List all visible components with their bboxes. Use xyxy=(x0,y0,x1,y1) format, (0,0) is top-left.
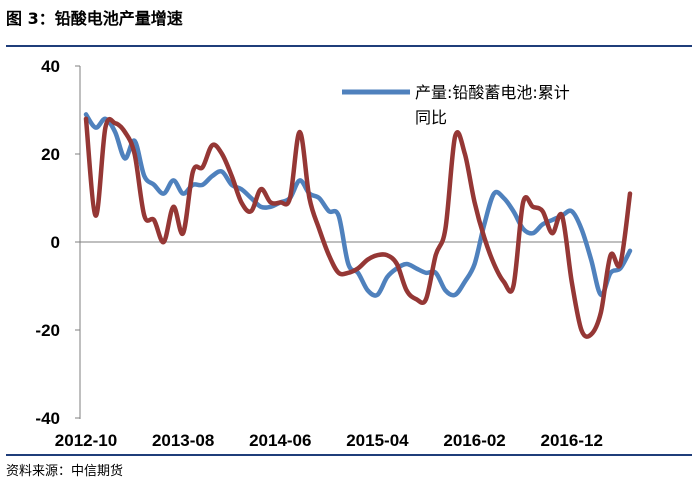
series-line-2 xyxy=(83,116,633,339)
x-tick-label: 2014-06 xyxy=(249,431,311,450)
legend: 产量:铅酸蓄电池:累计同比 xyxy=(342,83,570,127)
chart-title: 图 3：铅酸电池产量增速 xyxy=(6,9,183,28)
source-note: 资料来源：中信期货 xyxy=(6,464,124,479)
x-tick-group: 2012-10 2013-08 2014-06 2015-04 2016-02 2016-… xyxy=(55,431,603,450)
top-divider xyxy=(6,45,692,47)
x-tick-label: 2013-08 xyxy=(152,431,214,450)
series-group xyxy=(83,112,633,339)
y-tick-label: -40 xyxy=(35,409,60,428)
legend-label: 产量:铅酸蓄电池:累计同比 xyxy=(415,83,570,127)
y-tick-group: -40 -20 0 20 40 xyxy=(35,57,80,428)
x-tick-label: 2015-04 xyxy=(346,431,409,450)
x-tick-label: 2016-12 xyxy=(541,431,603,450)
bottom-divider xyxy=(6,454,692,456)
series-line-1 xyxy=(83,112,633,298)
y-tick-label: -20 xyxy=(35,321,60,340)
y-tick-label: 0 xyxy=(51,233,60,252)
x-tick-label: 2012-10 xyxy=(55,431,117,450)
y-tick-label: 40 xyxy=(41,57,60,76)
x-tick-label: 2016-02 xyxy=(443,431,505,450)
y-tick-label: 20 xyxy=(41,145,60,164)
